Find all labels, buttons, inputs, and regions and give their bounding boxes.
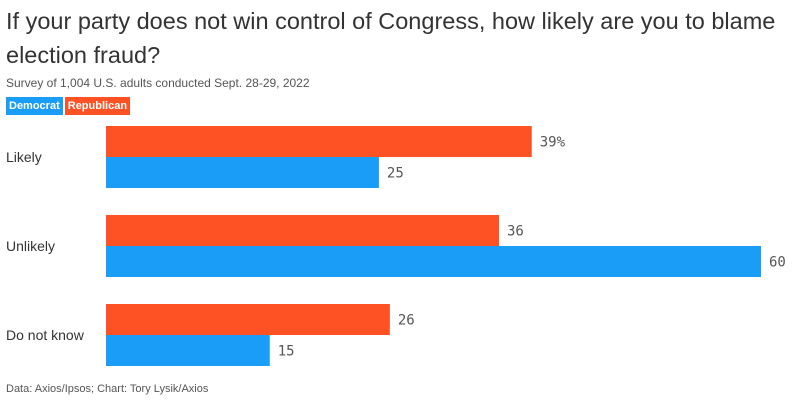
value-label: 36 [507, 224, 524, 240]
bar-republican [106, 126, 532, 157]
bar-republican [106, 304, 390, 335]
value-label: 39% [540, 135, 566, 151]
legend-democrat: Democrat [6, 97, 63, 115]
bar-democrat [106, 335, 270, 366]
chart-source: Data: Axios/Ipsos; Chart: Tory Lysik/Axi… [6, 383, 209, 395]
bar-republican [106, 215, 499, 246]
value-label: 25 [387, 166, 404, 182]
chart-subtitle: Survey of 1,004 U.S. adults conducted Se… [6, 76, 310, 90]
value-label: 26 [398, 313, 415, 329]
legend: Democrat Republican [6, 97, 131, 115]
value-label: 60 [769, 255, 786, 271]
bar-democrat [106, 157, 379, 188]
value-label: 15 [278, 344, 295, 360]
legend-republican: Republican [64, 97, 131, 115]
bar-democrat [106, 246, 761, 277]
chart-title: If your party does not win control of Co… [6, 8, 776, 68]
category-label: Likely [6, 149, 42, 165]
category-label: Do not know [6, 327, 85, 343]
category-label: Unlikely [6, 238, 55, 254]
